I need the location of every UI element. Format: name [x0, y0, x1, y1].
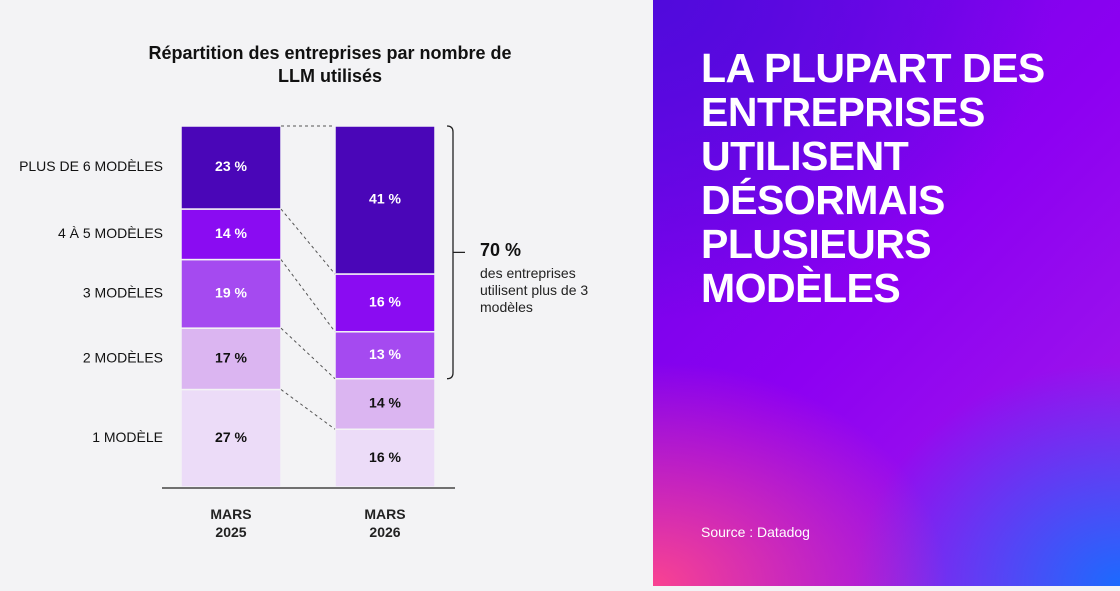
- annotation-value: 70 %: [480, 240, 522, 260]
- legend-label: 2 MODÈLES: [83, 350, 163, 366]
- source: Source : Datadog: [701, 524, 810, 540]
- value-label: 27 %: [215, 429, 247, 445]
- bar-segment: [180, 258, 282, 329]
- bar-segment: [180, 208, 282, 261]
- value-label: 41 %: [369, 191, 401, 207]
- connector: [280, 259, 336, 333]
- bar-segment: [180, 388, 282, 488]
- bar-segment: [180, 125, 282, 210]
- headline-panel: LA PLUPART DES ENTREPRISES UTILISENT DÉS…: [653, 0, 1120, 586]
- value-label: 16 %: [369, 294, 401, 310]
- chart: 27 % 1 MODÈLE 17 % 2 MODÈLES 19 % 3 MODÈLES 14…: [19, 125, 465, 489]
- value-label: 13 %: [369, 346, 401, 362]
- value-label: 16 %: [369, 449, 401, 465]
- value-label: 14 %: [215, 225, 247, 241]
- bar-segment: [334, 125, 436, 275]
- x-tick-label: MARS 2025: [210, 506, 252, 540]
- connector: [280, 208, 336, 275]
- bar-segment: [180, 327, 282, 391]
- x-tick-label: MARS 2026: [364, 506, 406, 540]
- bar-segment: [334, 377, 436, 430]
- value-label: 23 %: [215, 158, 247, 174]
- annotation-text: des entreprises utilisent plus de 3 modè…: [480, 265, 589, 315]
- legend-label: 1 MODÈLE: [92, 429, 163, 445]
- legend-label: 3 MODÈLES: [83, 285, 163, 301]
- value-label: 14 %: [369, 395, 401, 411]
- value-label: 17 %: [215, 350, 247, 366]
- value-label: 19 %: [215, 285, 247, 301]
- bar-segment: [334, 428, 436, 488]
- legend-label: 4 À 5 MODÈLES: [58, 225, 163, 241]
- bar-segment: [334, 331, 436, 380]
- chart-panel: 27 % 1 MODÈLE 17 % 2 MODÈLES 19 % 3 MODÈLES 14…: [19, 43, 589, 540]
- connector: [280, 389, 336, 430]
- connector: [280, 327, 336, 380]
- chart-title: Répartition des entreprises par nombre d…: [148, 43, 512, 86]
- bracket: [446, 125, 465, 380]
- legend-label: PLUS DE 6 MODÈLES: [19, 158, 163, 174]
- headline: LA PLUPART DES ENTREPRISES UTILISENT DÉS…: [701, 45, 1045, 311]
